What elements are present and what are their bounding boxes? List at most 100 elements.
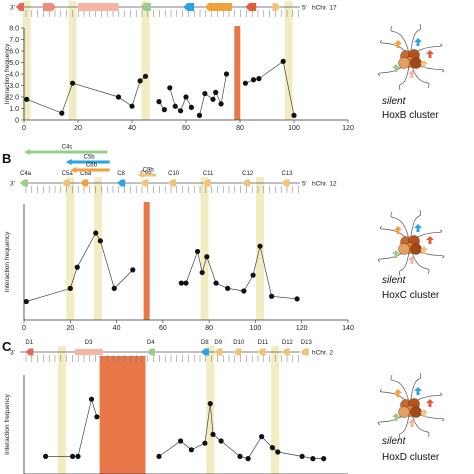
x-tick-label: 120 — [296, 325, 308, 332]
data-point — [280, 58, 286, 64]
y-tick-label: 3.0 — [9, 83, 19, 90]
data-point — [75, 453, 81, 459]
panel-hoxd: C3'5'hChr. 2D1D3D4D8D9D10D11D12D13Intera… — [2, 339, 445, 474]
cluster-state-label: silent — [382, 96, 407, 107]
data-point — [188, 447, 194, 453]
x-tick-label: 40 — [128, 125, 136, 132]
transcript-label: C5b — [84, 155, 96, 161]
gene-arrow — [15, 3, 24, 11]
data-point — [67, 285, 73, 291]
x-tick-label: 100 — [288, 125, 300, 132]
highlight-band — [66, 177, 75, 320]
series-line — [26, 76, 146, 114]
gene-arrow — [80, 179, 89, 187]
x-tick-label: 140 — [342, 325, 354, 332]
gene-arrow — [257, 348, 266, 356]
gene-block — [74, 349, 103, 355]
cluster-diagram — [377, 209, 445, 277]
data-point — [196, 112, 203, 118]
gene-arrow — [146, 348, 155, 356]
y-axis-label: Interaction frequency — [4, 393, 11, 454]
data-point — [202, 440, 208, 446]
x-tick-label: 80 — [236, 125, 244, 132]
transcript-label: C4c — [62, 145, 73, 151]
data-point — [275, 449, 281, 455]
panel-hoxb: 3' 5' hChr. 17 0 20 40 60 80 100 120 0 1.0 2.0 3.0 4.0… — [4, 1, 445, 132]
series-line — [158, 403, 324, 460]
data-point — [213, 89, 219, 95]
gene-arrow-3d — [414, 387, 422, 395]
highlight-band — [206, 346, 215, 474]
data-point — [142, 73, 149, 79]
gene-label: D1 — [25, 340, 33, 346]
data-point — [115, 94, 122, 100]
chromatin-loop — [409, 23, 421, 59]
gene-arrow — [242, 179, 251, 187]
gene-arrow-3d — [420, 60, 428, 68]
gene-label: D3 — [85, 340, 93, 346]
gene-arrow — [61, 179, 70, 187]
data-point — [213, 280, 219, 286]
cluster-name-label: HoxC cluster — [382, 290, 440, 301]
data-point — [178, 108, 184, 114]
x-tick-label: 80 — [205, 325, 213, 332]
gene-arrow — [272, 3, 281, 11]
anchor-fragment — [234, 26, 241, 120]
gene-arrow-3d — [426, 236, 434, 244]
data-point — [250, 272, 256, 278]
data-point — [225, 285, 231, 291]
cluster-name-label: HoxD cluster — [382, 452, 440, 463]
protein-complex — [410, 243, 422, 255]
gene-label: D12 — [282, 340, 294, 346]
y-tick-label: 4.0 — [9, 72, 19, 79]
gene-arrow — [20, 179, 28, 187]
gene-label: C12 — [242, 171, 254, 177]
x-tick-label: 120 — [342, 125, 354, 132]
gene-arrow — [300, 348, 309, 356]
data-point — [178, 280, 184, 286]
gene-arrow — [233, 348, 242, 356]
chromatin-loop — [390, 211, 411, 245]
panel-hoxc: B3'5'hChr. 12C4aC5aC6aC8C9aC10C11C12C13C… — [2, 145, 445, 332]
cluster-diagram — [377, 23, 445, 91]
protein-complex — [398, 243, 410, 255]
gene-label: D13 — [301, 340, 313, 346]
y-tick-label: 0 — [15, 118, 19, 125]
x-tick-label: 100 — [250, 325, 262, 332]
protein-complex — [398, 57, 410, 69]
data-point — [291, 112, 297, 118]
transcript-arrow — [65, 159, 110, 165]
gene-label: C5a — [62, 171, 74, 177]
data-point — [172, 103, 178, 109]
data-point — [269, 445, 275, 451]
gene-label: C8 — [117, 171, 125, 177]
y-axis-label: Interaction frequency — [4, 43, 11, 104]
y-tick-label: 8.0 — [9, 26, 19, 33]
gene-arrow — [200, 348, 209, 356]
data-point — [43, 453, 49, 459]
transcript-label: C6b — [86, 163, 98, 169]
data-point — [269, 293, 275, 299]
data-point — [161, 107, 167, 113]
data-point — [199, 269, 205, 276]
gene-arrow — [25, 348, 34, 356]
highlight-band — [57, 346, 66, 474]
gene-arrow — [140, 179, 149, 187]
series-line — [45, 397, 98, 457]
gene-arrow-3d — [408, 70, 416, 78]
gene-arrow — [117, 179, 126, 187]
x-tick-label: 20 — [74, 125, 82, 132]
gene-arrow-3d — [394, 40, 402, 48]
data-point — [321, 456, 327, 462]
y-axis-label: Interaction frequency — [4, 231, 11, 292]
transcript-arrow — [24, 149, 108, 155]
gene-label: C4a — [20, 171, 32, 177]
gene-arrow-3d — [392, 250, 400, 258]
data-point — [24, 96, 30, 102]
data-point — [242, 80, 248, 86]
strand-3prime-label: 3' — [10, 5, 15, 12]
data-point — [183, 280, 189, 286]
data-point — [130, 267, 136, 273]
data-point — [294, 296, 300, 302]
